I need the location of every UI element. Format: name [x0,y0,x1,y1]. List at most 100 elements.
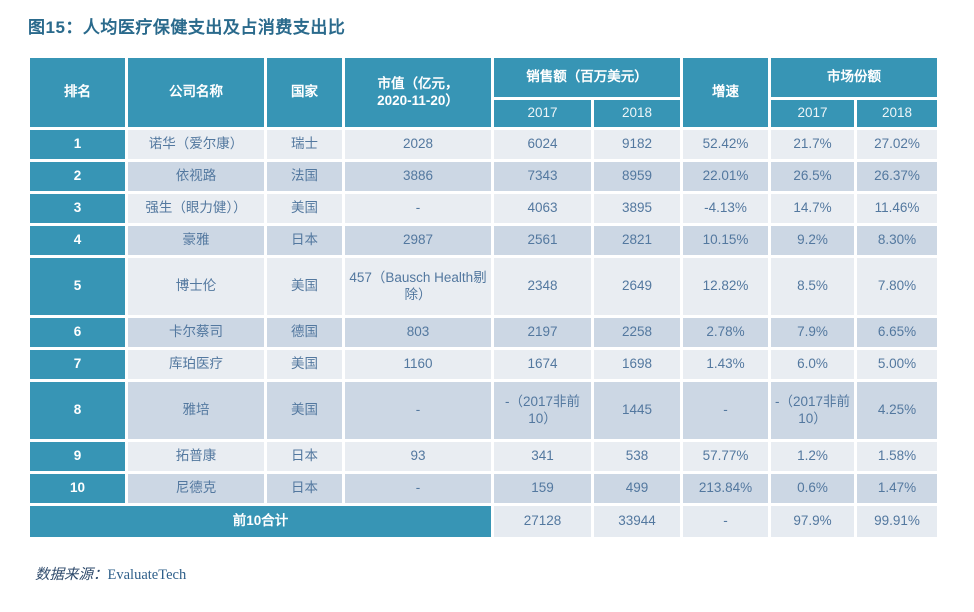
share-2018-cell: 7.80% [857,258,937,315]
market-cap-cell: 2987 [345,226,491,255]
share-2017-cell: 21.7% [771,130,854,159]
market-cap-cell: 2028 [345,130,491,159]
market-cap-cell: - [345,194,491,223]
market-cap-cell: 457（Bausch Health剔除） [345,258,491,315]
share-2017-cell: 0.6% [771,474,854,503]
header-market-cap-line2: 2020-11-20） [377,92,459,108]
sales-2018-cell: 1698 [594,350,680,379]
market-cap-cell: 803 [345,318,491,347]
company-cell: 依视路 [128,162,264,191]
table-row: 2 依视路 法国 3886 7343 8959 22.01% 26.5% 26.… [30,162,937,191]
sales-2017-cell: 2348 [494,258,591,315]
header-share-2018: 2018 [857,100,937,127]
growth-cell: 1.43% [683,350,768,379]
header-row-1: 排名 公司名称 国家 市值（亿元， 2020-11-20） 销售额（百万美元） 增… [30,58,937,127]
country-cell: 美国 [267,382,342,439]
growth-cell: 213.84% [683,474,768,503]
table-row: 4 豪雅 日本 2987 2561 2821 10.15% 9.2% 8.30% [30,226,937,255]
sales-2017-cell: 1674 [494,350,591,379]
company-cell: 诺华（爱尔康） [128,130,264,159]
company-cell: 拓普康 [128,442,264,471]
sales-2018-cell: 499 [594,474,680,503]
data-source-name: EvaluateTech [107,567,187,583]
country-cell: 美国 [267,258,342,315]
sales-2017-cell: 341 [494,442,591,471]
rank-cell: 8 [30,382,125,439]
header-country: 国家 [267,58,342,127]
growth-cell: - [683,382,768,439]
growth-cell: 12.82% [683,258,768,315]
sales-2017-cell: 6024 [494,130,591,159]
total-label-cell: 前10合计 [30,506,491,537]
sales-2018-cell: 2258 [594,318,680,347]
country-cell: 德国 [267,318,342,347]
share-2017-cell: 6.0% [771,350,854,379]
header-growth: 增速 [683,58,768,127]
header-sales-group: 销售额（百万美元） [494,58,680,97]
sales-2017-cell: 2197 [494,318,591,347]
growth-cell: 52.42% [683,130,768,159]
sales-2018-cell: 2821 [594,226,680,255]
header-share-group: 市场份额 [771,58,937,97]
sales-2018-cell: 3895 [594,194,680,223]
rank-cell: 5 [30,258,125,315]
header-sales-2017: 2017 [494,100,591,127]
sales-2018-cell: 2649 [594,258,680,315]
share-2018-cell: 11.46% [857,194,937,223]
table-row: 9 拓普康 日本 93 341 538 57.77% 1.2% 1.58% [30,442,937,471]
total-share-2017-cell: 97.9% [771,506,854,537]
country-cell: 日本 [267,442,342,471]
rank-cell: 9 [30,442,125,471]
share-2017-cell: 14.7% [771,194,854,223]
share-2017-cell: 7.9% [771,318,854,347]
table-row: 3 强生（眼力健）） 美国 - 4063 3895 -4.13% 14.7% 1… [30,194,937,223]
country-cell: 法国 [267,162,342,191]
total-share-2018-cell: 99.91% [857,506,937,537]
rank-cell: 6 [30,318,125,347]
ranking-table: 排名 公司名称 国家 市值（亿元， 2020-11-20） 销售额（百万美元） 增… [27,55,940,540]
header-share-2017: 2017 [771,100,854,127]
country-cell: 瑞士 [267,130,342,159]
growth-cell: 2.78% [683,318,768,347]
market-cap-cell: - [345,382,491,439]
growth-cell: 57.77% [683,442,768,471]
header-market-cap: 市值（亿元， 2020-11-20） [345,58,491,127]
market-cap-cell: - [345,474,491,503]
header-row-2: 2017 2018 2017 2018 [30,100,937,127]
country-cell: 美国 [267,350,342,379]
company-cell: 尼德克 [128,474,264,503]
table-row: 7 库珀医疗 美国 1160 1674 1698 1.43% 6.0% 5.00… [30,350,937,379]
total-growth-cell: - [683,506,768,537]
header-company: 公司名称 [128,58,264,127]
growth-cell: 10.15% [683,226,768,255]
market-cap-cell: 93 [345,442,491,471]
sales-2017-cell: 4063 [494,194,591,223]
sales-2017-cell: -（2017非前10） [494,382,591,439]
market-cap-cell: 3886 [345,162,491,191]
company-cell: 雅培 [128,382,264,439]
growth-cell: 22.01% [683,162,768,191]
rank-cell: 7 [30,350,125,379]
header-sales-2018: 2018 [594,100,680,127]
sales-2018-cell: 1445 [594,382,680,439]
header-rank: 排名 [30,58,125,127]
table-row: 6 卡尔蔡司 德国 803 2197 2258 2.78% 7.9% 6.65% [30,318,937,347]
table-row: 8 雅培 美国 - -（2017非前10） 1445 - -（2017非前10）… [30,382,937,439]
rank-cell: 2 [30,162,125,191]
company-cell: 库珀医疗 [128,350,264,379]
company-cell: 博士伦 [128,258,264,315]
total-sales-2017-cell: 27128 [494,506,591,537]
growth-cell: -4.13% [683,194,768,223]
rank-cell: 1 [30,130,125,159]
table-row: 10 尼德克 日本 - 159 499 213.84% 0.6% 1.47% [30,474,937,503]
share-2018-cell: 27.02% [857,130,937,159]
table-row: 5 博士伦 美国 457（Bausch Health剔除） 2348 2649 … [30,258,937,315]
sales-2017-cell: 7343 [494,162,591,191]
figure-title: 图15：人均医疗保健支出及占消费支出比 [28,18,346,37]
share-2017-cell: 9.2% [771,226,854,255]
country-cell: 日本 [267,226,342,255]
total-sales-2018-cell: 33944 [594,506,680,537]
table-row: 1 诺华（爱尔康） 瑞士 2028 6024 9182 52.42% 21.7%… [30,130,937,159]
share-2018-cell: 1.58% [857,442,937,471]
sales-2018-cell: 9182 [594,130,680,159]
